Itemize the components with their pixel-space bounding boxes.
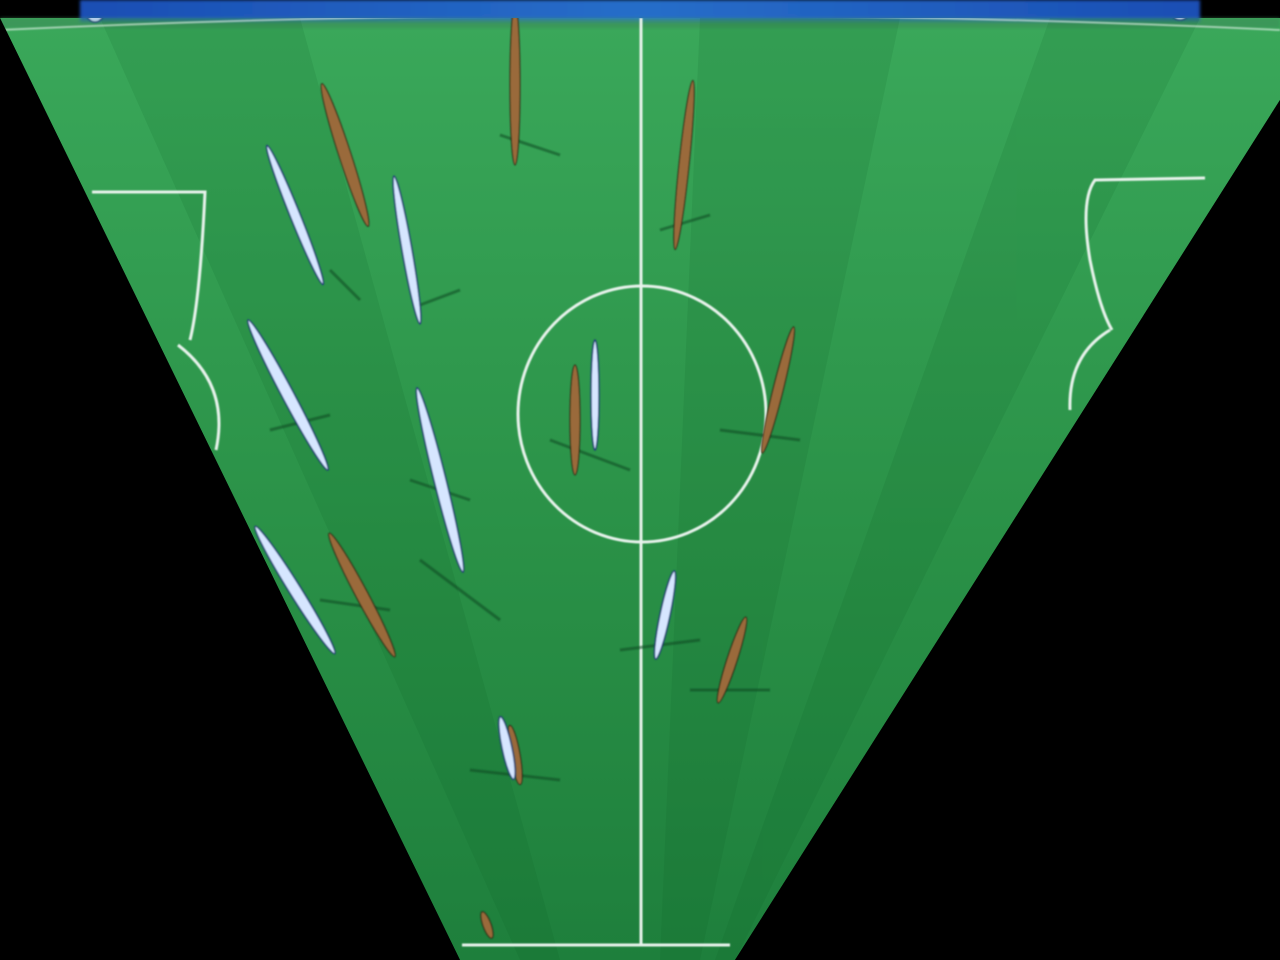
player xyxy=(509,18,521,166)
player xyxy=(265,144,325,286)
right-mask xyxy=(735,100,1280,960)
pitch-markings xyxy=(0,18,1280,947)
left-mask xyxy=(0,18,460,960)
player xyxy=(254,525,336,655)
player xyxy=(590,339,600,451)
team-b-players xyxy=(84,18,1191,781)
player xyxy=(653,570,677,660)
player xyxy=(320,83,370,227)
player xyxy=(569,364,581,476)
players xyxy=(84,18,1191,939)
grass-texture xyxy=(100,18,1200,960)
player xyxy=(761,326,795,454)
left-penalty-box xyxy=(92,190,207,341)
right-penalty-box xyxy=(1084,176,1206,331)
player xyxy=(673,79,695,251)
player xyxy=(716,616,748,704)
player xyxy=(246,319,330,471)
player xyxy=(415,387,465,573)
player xyxy=(328,532,396,658)
player xyxy=(1169,18,1191,21)
team-a-players xyxy=(320,18,795,939)
right-penalty-arc xyxy=(1068,328,1111,411)
player xyxy=(480,911,494,939)
far-touchline xyxy=(0,18,1280,31)
player xyxy=(392,175,422,325)
player xyxy=(497,715,517,781)
centre-circle xyxy=(516,284,768,544)
player xyxy=(84,18,106,23)
left-penalty-arc xyxy=(177,343,221,451)
